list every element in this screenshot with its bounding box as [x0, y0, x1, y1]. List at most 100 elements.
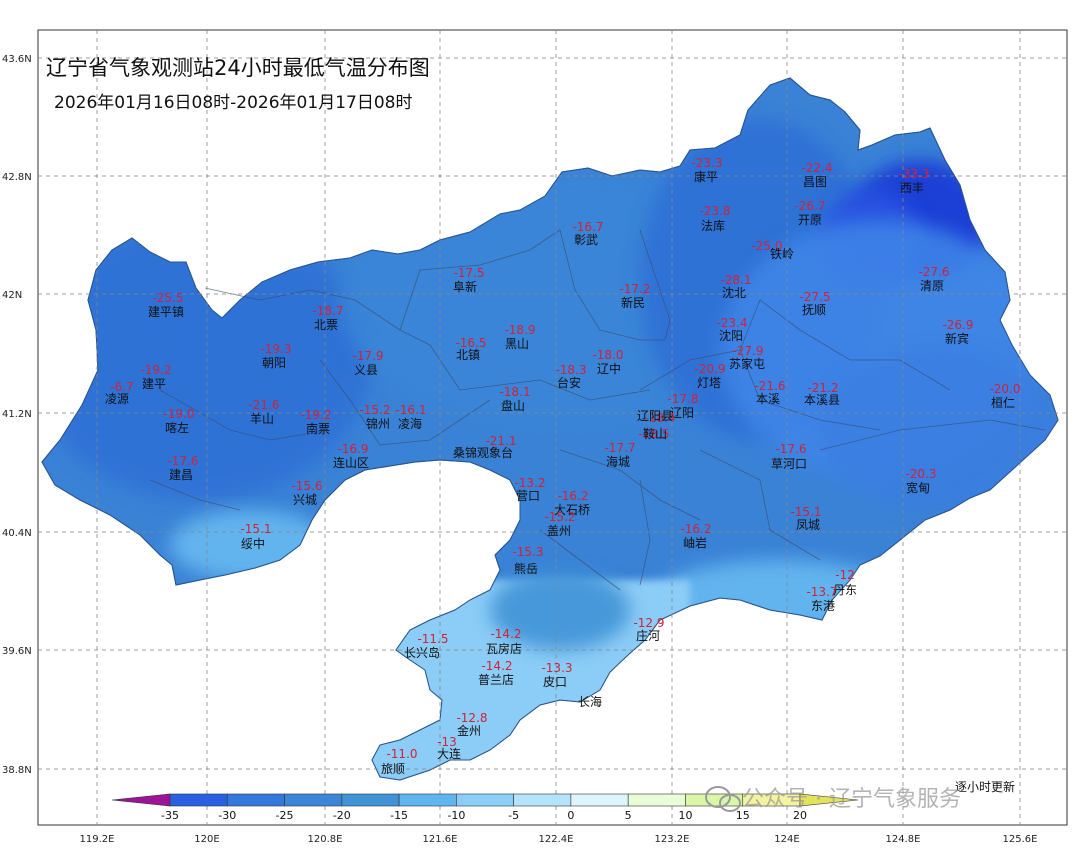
lon-tick-label: 120.8E — [308, 834, 343, 845]
station-name: 西丰 — [900, 181, 924, 195]
station-name: 草河口 — [771, 457, 807, 471]
station-value: -21.1 — [485, 434, 516, 448]
station-name: 昌图 — [803, 175, 827, 189]
station-name: 瓦房店 — [486, 641, 522, 656]
station-name: 绥中 — [241, 536, 265, 551]
colorbar-tick-label: 0 — [567, 809, 574, 822]
station-value: -19.3 — [260, 342, 291, 356]
station-name: 本溪 — [756, 392, 780, 406]
station-name: 辽中 — [597, 361, 621, 376]
lat-tick-label: 40.4N — [2, 528, 32, 539]
station-name: 南票 — [306, 421, 330, 436]
station-铁岭: -25.0铁岭 — [751, 239, 794, 261]
colorbar-segment — [570, 793, 629, 807]
station-value: -22.4 — [801, 161, 832, 175]
station-value: -11.0 — [386, 747, 417, 761]
station-name: 康平 — [694, 169, 718, 184]
station-value: -15.6 — [291, 479, 322, 493]
station-羊山: -21.6羊山 — [248, 398, 279, 426]
station-value: -27.9 — [732, 344, 763, 358]
station-name: 羊山 — [250, 411, 274, 426]
station-凤城: -15.1凤城 — [790, 505, 821, 532]
station-value: -20.9 — [694, 362, 725, 376]
station-value: -18.0 — [592, 348, 623, 362]
station-name: 桑锦观象台 — [453, 445, 513, 460]
station-海城: -17.7海城 — [604, 441, 635, 469]
station-name: 阜新 — [453, 279, 477, 294]
station-name: 大石桥 — [554, 503, 590, 517]
colorbar-segment — [513, 793, 572, 807]
station-兴城: -15.6兴城 — [291, 479, 322, 507]
station-value: -12.8 — [456, 711, 487, 725]
station-labels: -23.3康平 -22.4昌图 -33.3西丰 -16.7彰武 -23.8法库 -26.7… — [105, 156, 1021, 776]
station-庄河: -12.9庄河 — [633, 616, 664, 643]
station-value: -14.2 — [490, 627, 521, 641]
station-北镇: -16.5北镇 — [455, 336, 486, 362]
station-name: 凤城 — [796, 518, 820, 532]
station-name: 建昌 — [169, 468, 193, 482]
station-name: 盘山 — [501, 398, 525, 413]
station-沈北: -28.1沈北 — [720, 273, 751, 300]
station-朝阳: -19.3朝阳 — [260, 342, 291, 370]
colorbar-segment — [284, 793, 343, 807]
colorbar-segment — [627, 793, 686, 807]
station-value: -17.8 — [667, 392, 698, 406]
station-宽甸: -20.3宽甸 — [905, 467, 936, 495]
station-name: 皮口 — [543, 675, 567, 689]
station-value: -13 — [437, 735, 457, 749]
station-name: 鞍山 — [643, 426, 667, 441]
station-name: 海城 — [606, 454, 630, 469]
station-value: -23.8 — [699, 204, 730, 218]
station-长海: 长海 — [578, 694, 602, 709]
lon-tick-label: 123.2E — [655, 834, 690, 845]
station-value: -28.1 — [720, 273, 751, 287]
station-value: -27.6 — [918, 265, 949, 279]
station-盘山: -18.1盘山 — [499, 385, 530, 413]
station-建昌: -17.6建昌 — [167, 454, 198, 482]
station-value: -6.7 — [110, 380, 133, 394]
station-营口: -13.2营口 — [514, 476, 545, 503]
station-name: 岫岩 — [683, 535, 707, 550]
station-value: -23.4 — [716, 316, 747, 330]
station-name: 北票 — [314, 318, 338, 332]
station-name: 兴城 — [293, 493, 317, 507]
lon-tick-label: 125.6E — [1003, 834, 1038, 845]
lat-tick-label: 42N — [2, 290, 22, 301]
station-阜新: -17.5阜新 — [453, 266, 485, 294]
station-name: 灯塔 — [697, 376, 721, 390]
station-value: -26.9 — [942, 318, 973, 332]
station-本溪: -21.6本溪 — [754, 379, 785, 406]
station-清原: -27.6清原 — [918, 265, 949, 293]
station-name: 黑山 — [505, 337, 529, 351]
station-桓仁: -20.0桓仁 — [989, 382, 1020, 410]
station-北票: -18.7北票 — [312, 304, 343, 332]
station-value: -15.2 — [544, 510, 575, 524]
station-value: -19.2 — [300, 408, 331, 422]
station-value: -16.2 — [557, 489, 588, 503]
station-name: 长海 — [578, 694, 602, 709]
colorbar-tick-label: -10 — [447, 809, 465, 822]
station-name: 旅顺 — [381, 762, 405, 776]
station-value: -16.5 — [455, 336, 486, 350]
lat-tick-label: 38.8N — [2, 765, 32, 776]
station-name: 法库 — [701, 218, 725, 233]
station-name: 凌海 — [398, 416, 422, 431]
station-彰武: -16.7彰武 — [572, 220, 603, 247]
station-盖州: -15.2盖州 — [544, 510, 575, 538]
station-name: 建平 — [142, 377, 166, 391]
axis-tick-labels: 43.6N 42.8N 42N 41.2N 40.4N 39.6N 38.8N 119.2E 1… — [2, 54, 1037, 845]
station-value: -13.3 — [541, 661, 572, 675]
station-皮口: -13.3皮口 — [541, 661, 572, 689]
update-note: 逐小时更新 — [955, 779, 1015, 794]
lat-lon-grid — [38, 30, 1067, 825]
station-name: 凌源 — [105, 392, 129, 406]
station-name: 熊岳 — [514, 561, 538, 576]
